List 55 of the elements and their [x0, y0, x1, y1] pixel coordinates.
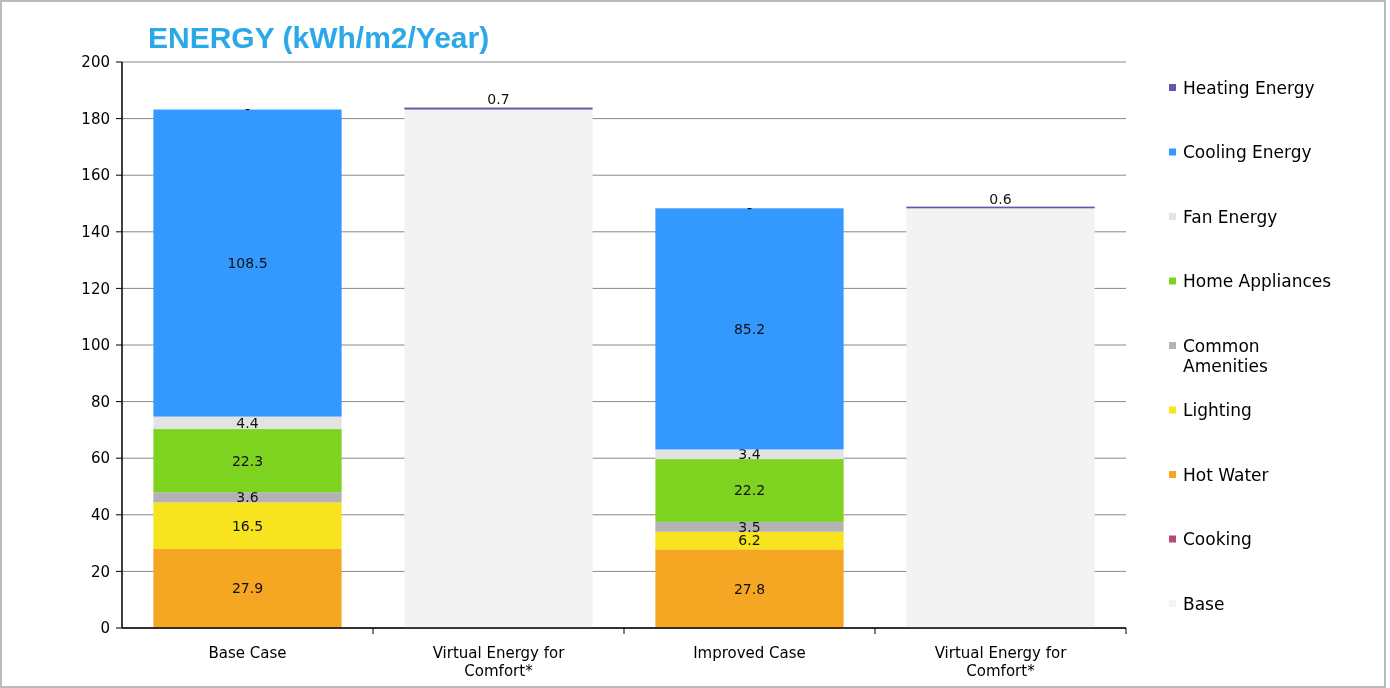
- data-label: 3.4: [738, 446, 761, 463]
- y-tick-label: 20: [90, 562, 110, 581]
- data-label: 85.2: [733, 320, 766, 337]
- bar: [655, 449, 844, 460]
- legend-label: Lighting: [1183, 400, 1252, 421]
- data-label: 6.2: [738, 532, 761, 549]
- bar: [906, 208, 1095, 628]
- x-tick-label: Base Case: [208, 644, 287, 662]
- y-tick-label: 0: [100, 619, 110, 638]
- bar: [655, 549, 844, 628]
- bar: [655, 521, 844, 532]
- data-label: -: [746, 200, 753, 217]
- bar: [655, 459, 844, 522]
- y-tick-label: 180: [81, 109, 110, 128]
- bar: [153, 109, 342, 417]
- data-label: 16.5: [231, 517, 264, 534]
- y-tick-label: 100: [81, 336, 110, 355]
- x-tick-label: Virtual Energy for Comfort*: [934, 644, 1068, 680]
- data-label: 3.5: [738, 518, 761, 535]
- data-label: 0.6: [989, 190, 1012, 207]
- legend-label: Base: [1183, 593, 1225, 614]
- legend-label: Heating Energy: [1183, 77, 1315, 98]
- legend-label: Fan Energy: [1183, 206, 1278, 227]
- x-tick-label: Improved Case: [693, 644, 806, 662]
- bar: [655, 208, 844, 450]
- y-tick-label: 140: [81, 223, 110, 242]
- legend-label: Home Appliances: [1183, 271, 1332, 292]
- bar: [153, 429, 342, 493]
- data-label: 22.3: [231, 452, 264, 469]
- bar: [153, 492, 342, 503]
- chart-title: ENERGY (kWh/m2/Year): [148, 21, 490, 54]
- data-label: 3.6: [236, 489, 259, 506]
- legend-label: Hot Water: [1183, 464, 1269, 485]
- data-label: 27.8: [733, 580, 766, 597]
- bar: [153, 502, 342, 550]
- y-tick-label: 200: [81, 53, 110, 72]
- data-label: 0.7: [487, 91, 510, 108]
- x-tick-label: Virtual Energy for Comfort*: [432, 644, 566, 680]
- legend-label: Cooling Energy: [1183, 142, 1312, 163]
- y-tick-label: 120: [81, 279, 110, 298]
- bar: [655, 531, 844, 550]
- y-tick-label: 40: [90, 506, 110, 525]
- y-tick-label: 80: [90, 392, 110, 411]
- data-label: 4.4: [236, 414, 259, 431]
- data-label: 108.5: [227, 254, 268, 271]
- data-label: -: [244, 101, 251, 118]
- legend-label: Cooking: [1183, 529, 1252, 550]
- data-label: 27.9: [231, 580, 264, 597]
- bar: [153, 549, 342, 628]
- bar: [404, 109, 593, 628]
- y-tick-label: 160: [81, 166, 110, 185]
- data-label: 22.2: [733, 482, 766, 499]
- bar: [153, 416, 342, 430]
- legend-label: Common Amenities: [1183, 335, 1268, 377]
- y-tick-label: 60: [90, 449, 110, 468]
